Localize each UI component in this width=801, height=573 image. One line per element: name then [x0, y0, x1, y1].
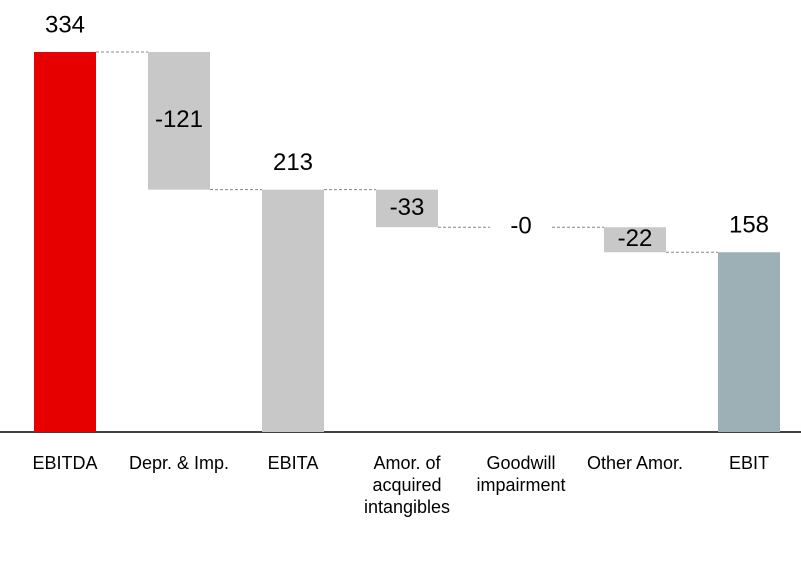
x-tick-label: Other Amor. [586, 453, 684, 473]
bar [148, 52, 210, 190]
value-label: -0 [510, 213, 531, 240]
x-tick-label: Depr. & Imp. [128, 453, 230, 473]
value-label: -22 [618, 225, 653, 252]
x-tick-label: EBITDA [32, 453, 98, 473]
x-tick-label: EBIT [728, 453, 769, 473]
x-tick-label: Goodwill impairment [476, 453, 566, 495]
bar [376, 189, 438, 228]
value-label: -33 [390, 194, 425, 221]
value-label: -121 [155, 106, 203, 133]
x-tick-label: Amor. of acquired intangibles [363, 453, 451, 517]
bar [262, 189, 324, 432]
bar [604, 227, 666, 253]
value-label: 334 [45, 11, 85, 38]
value-label: 158 [729, 212, 769, 239]
value-label: 213 [273, 149, 313, 176]
bar [718, 252, 780, 432]
x-tick-label: EBITA [267, 453, 319, 473]
bar [34, 52, 96, 432]
